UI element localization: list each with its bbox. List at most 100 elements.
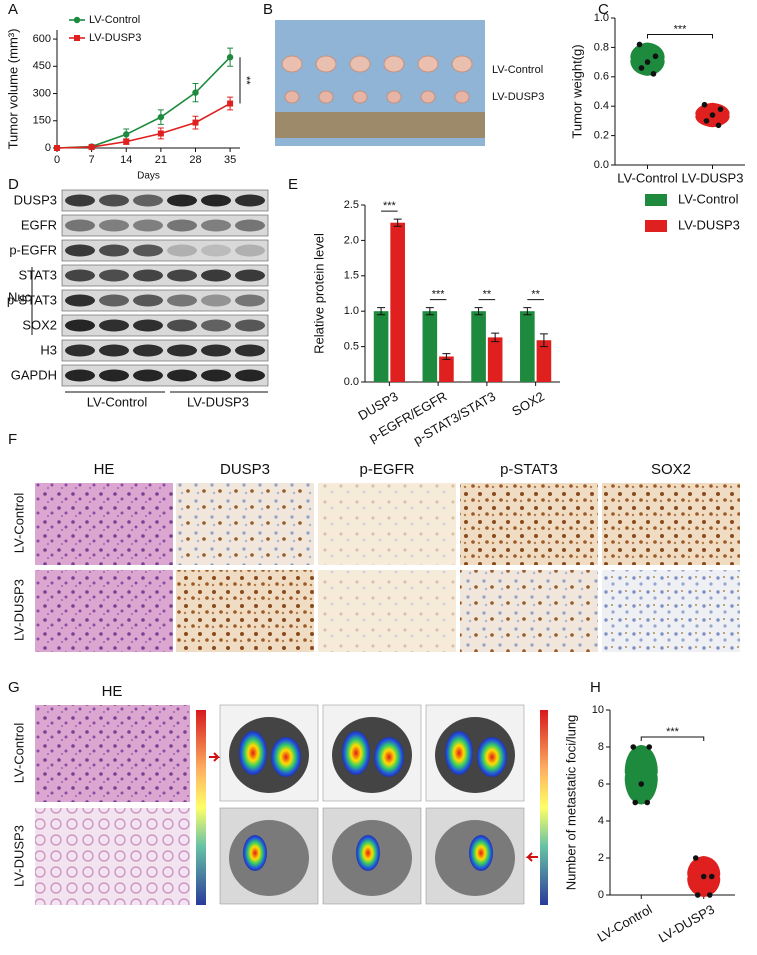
bar (536, 340, 552, 382)
blot-band (133, 369, 163, 382)
data-point (646, 744, 653, 750)
y-tick-label: 1.0 (594, 12, 609, 24)
blot-band (99, 319, 129, 332)
data-point (644, 799, 651, 806)
significance-label: *** (666, 726, 680, 738)
y-tick-label: 8 (598, 741, 604, 753)
panel-label: G (8, 679, 20, 696)
bli-signal (239, 731, 267, 775)
bar (373, 311, 389, 382)
lung-he-image (35, 705, 190, 802)
lung-he-image (35, 808, 190, 905)
data-point (700, 873, 707, 880)
ihc-column-label: p-STAT3 (500, 461, 558, 478)
marker (226, 54, 234, 61)
error-bar (442, 353, 451, 360)
data-point (630, 744, 637, 750)
legend-swatch (645, 220, 667, 232)
error-bar (491, 332, 500, 343)
blot-band (99, 294, 129, 307)
significance-label: ** (531, 289, 540, 301)
colorbar (196, 710, 206, 905)
bli-signal (374, 737, 404, 777)
tumor (454, 90, 470, 104)
data-point (717, 106, 724, 112)
tumor (383, 55, 405, 73)
blot-band (65, 194, 95, 207)
marker (123, 138, 130, 145)
ihc-image (318, 570, 456, 652)
blot-band (65, 294, 95, 307)
data-point (703, 118, 710, 124)
blot-band (235, 194, 265, 207)
y-tick-label: 2.5 (344, 199, 359, 211)
tumor (318, 90, 334, 104)
blot-band (201, 344, 231, 357)
data-point (706, 892, 713, 898)
data-point (709, 112, 716, 118)
significance-bracket (647, 33, 713, 39)
bli-signal (271, 737, 301, 777)
x-tick-label: SOX2 (509, 389, 547, 419)
blot-band (133, 244, 163, 257)
blot-band (133, 269, 163, 282)
legend-marker (73, 16, 81, 24)
panel-label: A (8, 1, 18, 18)
legend-label: LV-Control (89, 14, 140, 26)
bli-signal (356, 835, 380, 871)
marker (192, 119, 199, 126)
x-tick-label: 28 (189, 154, 201, 166)
blot-band (201, 194, 231, 207)
marker (157, 113, 165, 121)
blot-band (65, 269, 95, 282)
bar (422, 311, 438, 382)
significance-label: *** (383, 200, 397, 212)
blot-band (201, 244, 231, 257)
tumor (349, 55, 371, 73)
blot-band (235, 344, 265, 357)
data-point (708, 873, 715, 880)
y-tick-label: 300 (33, 87, 51, 99)
blot-band (167, 219, 197, 232)
significance-label: ** (483, 289, 492, 301)
legend-swatch (645, 194, 667, 206)
x-tick-label: p-STAT3/STAT3 (411, 389, 498, 448)
legend-label: LV-DUSP3 (89, 32, 141, 44)
ihc-column-label: p-EGFR (359, 461, 414, 478)
data-point (715, 122, 722, 129)
blot-band (65, 244, 95, 257)
x-tick-label: LV-Control (595, 902, 655, 945)
marker (54, 145, 60, 151)
blot-band (167, 344, 197, 357)
marker (227, 100, 234, 107)
y-tick-label: 450 (33, 60, 51, 72)
significance-label: *** (432, 289, 446, 301)
bar (487, 337, 503, 382)
y-axis-label: Tumor volume (mm³) (5, 29, 20, 150)
bli-signal (445, 731, 473, 775)
colorbar (540, 710, 548, 905)
tumor (451, 55, 473, 73)
tumor (352, 90, 368, 104)
blot-band (99, 244, 129, 257)
ihc-image (35, 570, 173, 652)
data-point (632, 799, 639, 806)
bar (471, 311, 486, 382)
blot-band (201, 319, 231, 332)
blot-band (235, 269, 265, 282)
data-point (692, 855, 699, 861)
blot-band (167, 294, 197, 307)
series-line (56, 56, 231, 149)
y-tick-label: 0 (598, 889, 604, 901)
panel-label: E (288, 176, 298, 193)
x-axis-label: Days (137, 171, 160, 182)
ihc-row-label: LV-Control (11, 493, 26, 554)
bli-signal (469, 835, 493, 871)
blot-label: H3 (40, 342, 57, 357)
blot-band (99, 344, 129, 357)
blot-band (235, 319, 265, 332)
blot-band (201, 294, 231, 307)
blot-band (201, 269, 231, 282)
x-tick-label: 35 (224, 154, 236, 166)
blot-band (99, 369, 129, 382)
